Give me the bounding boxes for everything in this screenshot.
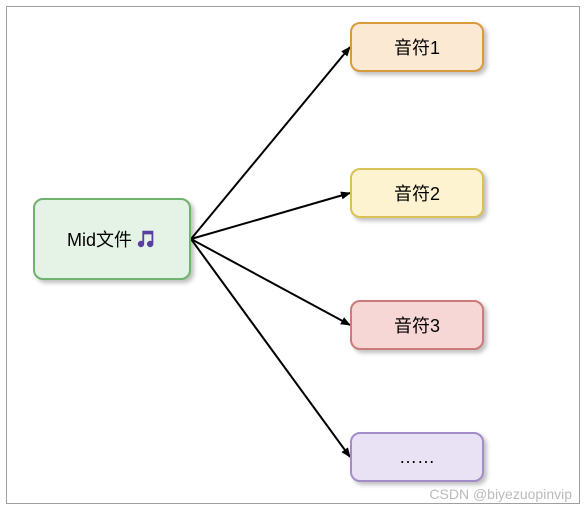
source-node: Mid文件 [33,198,191,280]
target-label-2: 音符2 [394,180,440,206]
target-label-3: 音符3 [394,312,440,338]
watermark-text: CSDN @biyezuopinvip [429,486,572,502]
target-label-1: 音符1 [394,34,440,60]
source-label: Mid文件 [67,226,132,252]
target-node-3: 音符3 [350,300,484,350]
target-node-2: 音符2 [350,168,484,218]
target-node-4: …… [350,432,484,482]
music-notes-icon [135,228,157,250]
target-label-4: …… [399,447,435,468]
target-node-1: 音符1 [350,22,484,72]
